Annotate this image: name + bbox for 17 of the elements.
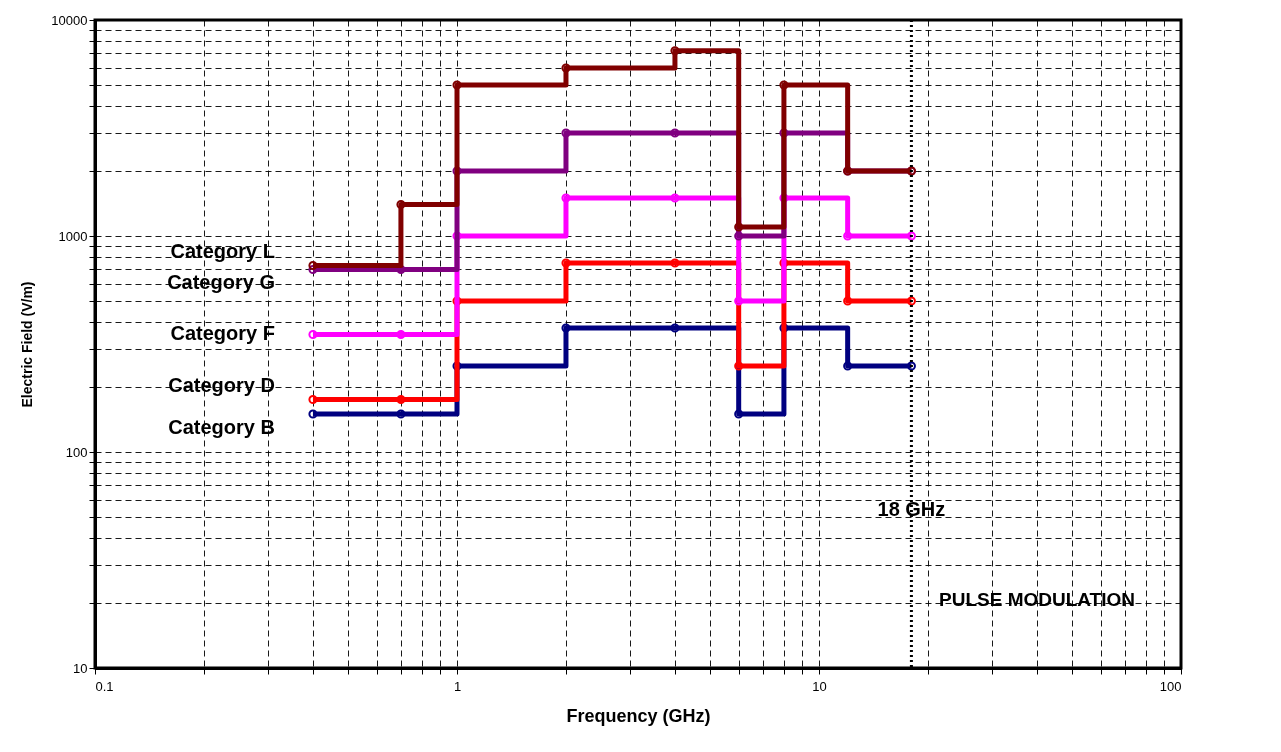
series-label: Category L bbox=[170, 239, 275, 262]
ref-line-label: 18 GHz bbox=[877, 498, 946, 520]
y-axis-title: Electric Field (V/m) bbox=[19, 281, 36, 408]
x-tick-label: 0.1 bbox=[95, 678, 114, 694]
y-tick-label: 1000 bbox=[58, 228, 88, 244]
y-tick-label: 10000 bbox=[51, 12, 88, 28]
x-axis-title: Frequency (GHz) bbox=[566, 705, 711, 726]
series-label: Category B bbox=[168, 415, 275, 438]
x-tick-label: 1 bbox=[453, 678, 462, 694]
annotation: PULSE MODULATION bbox=[939, 589, 1135, 610]
y-tick-label: 10 bbox=[73, 660, 88, 676]
x-tick-label: 10 bbox=[812, 678, 827, 694]
series-label: Category G bbox=[167, 271, 275, 294]
x-tick-label: 100 bbox=[1159, 678, 1182, 694]
y-tick-label: 100 bbox=[65, 444, 88, 460]
series-label: Category D bbox=[168, 373, 275, 396]
series-label: Category F bbox=[170, 322, 275, 345]
